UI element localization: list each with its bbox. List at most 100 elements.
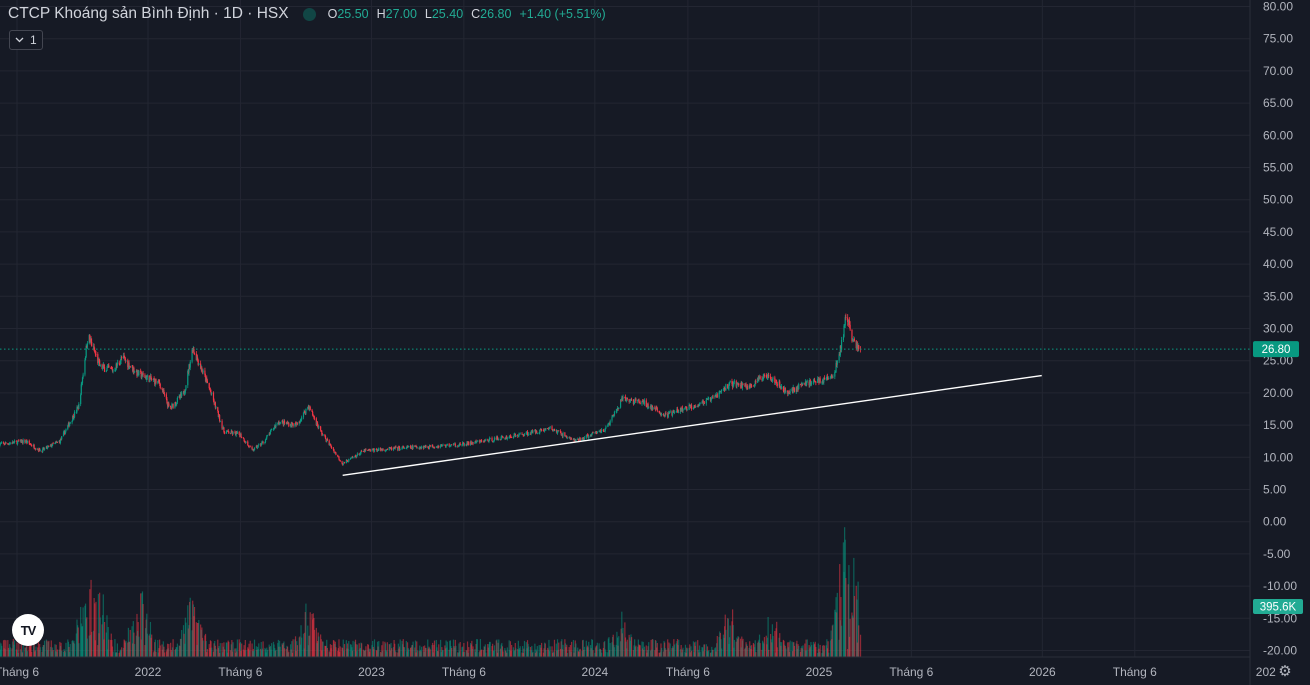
candle-body [724,389,726,391]
indicator-count: 1 [30,33,37,47]
candle-body [476,440,478,442]
volume-bar [474,649,476,657]
price-tick-label: 25.00 [1263,354,1293,368]
time-tick-label: Tháng 6 [218,665,262,679]
candle-body [587,434,589,439]
tradingview-logo[interactable]: TV [12,614,44,646]
candle-body [355,456,357,458]
volume-bar [118,652,120,657]
volume-bar [144,628,147,657]
candle-body [16,441,18,445]
candle-body [573,439,575,441]
volume-bar [197,623,199,657]
candle-body [484,440,486,442]
volume-bar [299,636,301,657]
volume-bar [659,652,661,657]
candle-body [196,357,199,361]
volume-bar [331,644,333,657]
volume-bar [256,646,259,657]
volume-bar [101,624,103,657]
candle-body [398,446,400,448]
candle-body [373,449,376,452]
candle-body [532,431,534,433]
candle-body [51,445,53,447]
candle-body [659,413,661,414]
candle-body [615,411,617,412]
candle-body [732,384,734,387]
candle-body [518,434,520,437]
candle-body [309,406,311,410]
volume-bar [605,651,607,657]
volume-bar [69,644,71,657]
volume-bar [225,642,227,657]
volume-bar [541,642,543,657]
volume-bar [318,636,320,657]
symbol-title[interactable]: CTCP Khoáng sản Bình Định · 1D · HSX [8,5,289,22]
volume-bar [551,646,553,657]
candle-body [582,438,584,440]
price-tick-label: -20.00 [1263,644,1297,658]
candle-body [25,440,27,442]
volume-bar [649,650,652,657]
volume-bar [673,644,676,657]
candle-body [106,367,108,371]
indicators-toggle[interactable]: 1 [9,30,43,50]
candle-body [321,434,324,436]
volume-bar [212,651,215,657]
volume-bar [405,640,407,657]
volume-bar [377,646,379,657]
volume-bar [380,652,382,657]
candle-body [581,437,583,441]
candle-body [99,364,101,366]
candle-body [733,381,735,385]
candle-body [510,436,512,438]
candle-body [823,377,826,380]
volume-bar [770,639,772,657]
volume-bar [733,639,736,657]
candle-body [598,431,600,432]
candle-body [450,444,452,446]
candle-body [191,349,193,362]
volume-bar [51,651,53,657]
candle-body [351,456,354,458]
volume-bar [697,640,699,657]
candle-body [129,365,131,367]
trend-line[interactable] [342,374,1042,477]
volume-bar [763,637,766,657]
candle-body [56,441,58,443]
volume-bar [64,652,66,657]
candle-body [548,427,551,429]
gear-icon[interactable]: ⚙ [1278,663,1292,680]
volume-bar [801,648,803,657]
volume-bar [298,637,300,657]
candle-body [534,429,536,432]
candle-body [144,374,146,378]
candle-body [825,378,827,380]
volume-bar [757,641,759,657]
candle-body [107,365,109,367]
candle-body [232,431,234,435]
candle-body [459,443,461,446]
volume-bar [573,652,575,657]
volume-bars [0,527,862,657]
volume-bar [37,647,39,657]
volume-bar [193,607,196,657]
volume-bar [774,631,776,657]
volume-bar [796,648,799,657]
candle-body [741,384,743,389]
candle-body [378,448,380,451]
candle-body [851,339,854,342]
candle-body [678,412,680,413]
volume-bar [260,648,262,657]
candle-body [212,392,215,401]
candle-body [475,440,477,443]
volume-bar [561,649,564,657]
candle-body [719,391,721,393]
volume-bar [603,642,605,657]
candle-body [320,426,322,431]
volume-bar [540,647,542,657]
volume-bar [201,637,204,657]
candle-body [528,433,530,436]
volume-bar [56,651,58,657]
